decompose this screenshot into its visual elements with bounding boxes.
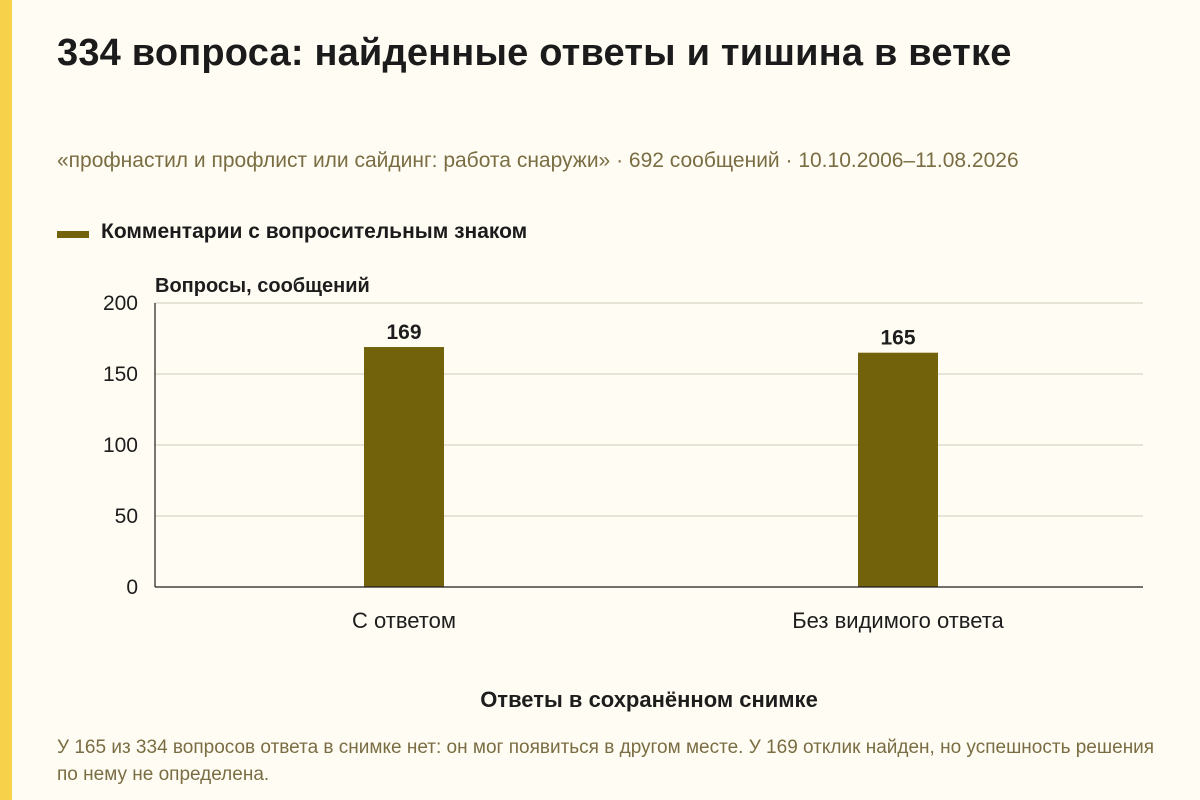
data-label: 165 — [880, 327, 915, 350]
x-tick-label: С ответом — [352, 608, 456, 633]
bar-chart: 0 50 100 150 200 Вопросы, сообщений 169 С ответ… — [103, 275, 1143, 712]
chart-legend: Комментарии с вопросительным знаком — [57, 220, 527, 244]
page-subtitle: «профнастил и профлист или сайдинг: рабо… — [57, 149, 1019, 172]
bars — [364, 347, 938, 587]
y-tick-label: 150 — [103, 363, 138, 386]
y-tick-label: 200 — [103, 292, 138, 315]
y-tick-label: 50 — [115, 505, 138, 528]
labels: 0 50 100 150 200 Вопросы, сообщений 169 С ответ… — [103, 275, 1005, 712]
footnote: У 165 из 334 вопросов ответа в снимке не… — [57, 737, 1155, 785]
x-axis-label: Ответы в сохранённом снимке — [480, 687, 818, 712]
x-tick-label: Без видимого ответа — [792, 608, 1004, 633]
accent-bar — [0, 0, 12, 800]
legend-swatch — [57, 230, 89, 238]
y-tick-label: 100 — [103, 434, 138, 457]
axes — [154, 303, 1143, 588]
page-title: 334 вопроса: найденные ответы и тишина в… — [57, 32, 1012, 74]
legend-label: Комментарии с вопросительным знаком — [101, 220, 528, 243]
data-label: 169 — [386, 321, 421, 344]
bar — [364, 347, 444, 587]
y-axis-label: Вопросы, сообщений — [155, 275, 370, 297]
bar — [858, 352, 938, 587]
y-tick-label: 0 — [126, 576, 138, 599]
grid-lines — [155, 302, 1143, 517]
